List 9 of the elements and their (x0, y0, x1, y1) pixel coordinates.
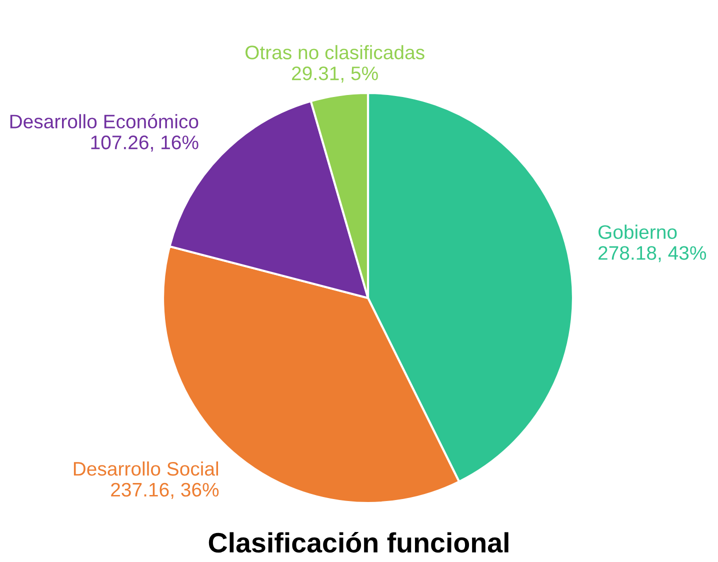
slice-label: Otras no clasificadas (246, 45, 424, 60)
slice-label: Desarrollo Económico (10, 114, 198, 128)
data-label: 237.16, 36% (111, 482, 219, 499)
data-label: 278.18, 43% (598, 246, 706, 262)
data-label: 29.31, 5% (292, 66, 378, 83)
slice-label: Desarrollo Social (74, 461, 218, 476)
data-label: 107.26, 16% (91, 136, 198, 152)
slice-label: Gobierno (598, 224, 677, 239)
text: Clasificación funcional (208, 532, 508, 553)
